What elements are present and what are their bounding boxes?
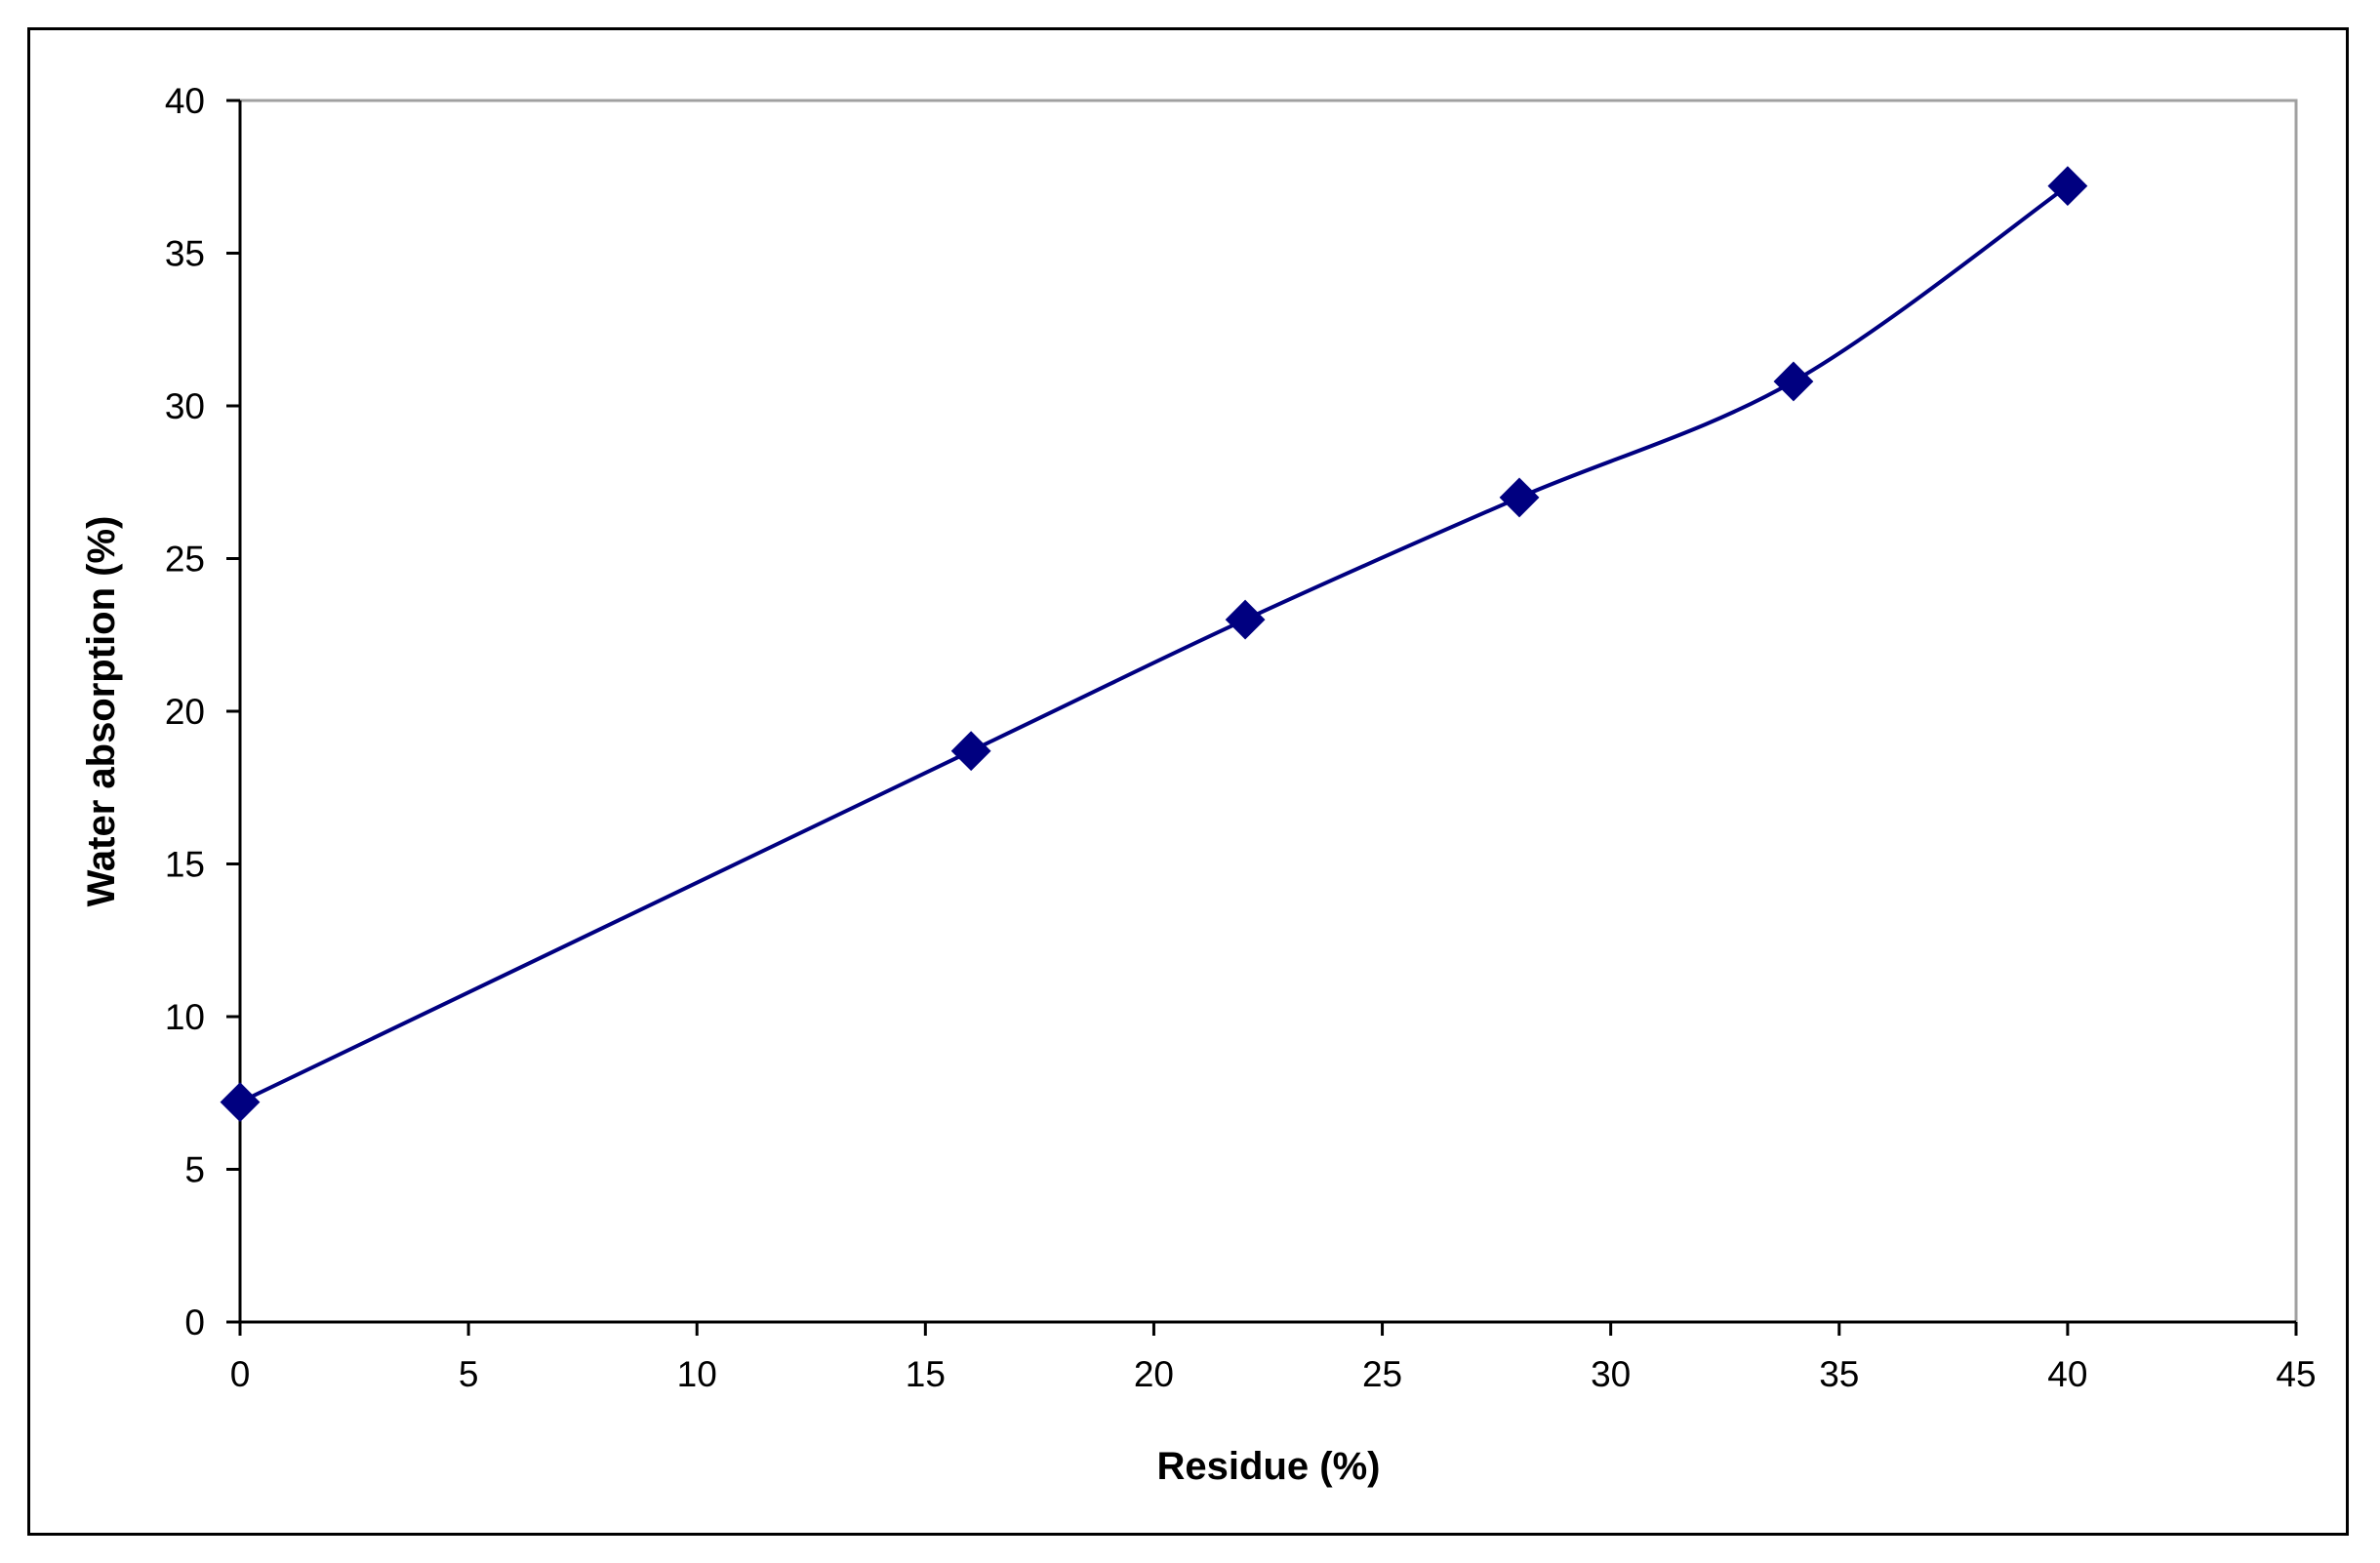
x-tick-label: 0	[230, 1354, 251, 1394]
x-tick-label: 15	[906, 1354, 946, 1394]
plot-area	[238, 99, 2298, 1324]
x-tick-label: 25	[1362, 1354, 1402, 1394]
y-axis-ticks: 0 5 10 15 20 25 30 35 40	[165, 81, 240, 1343]
x-axis-title: Residue (%)	[1157, 1445, 1381, 1488]
data-point-marker	[2047, 166, 2088, 207]
y-tick-label: 30	[165, 386, 205, 426]
y-tick-label: 25	[165, 540, 205, 580]
y-tick-label: 35	[165, 234, 205, 274]
y-tick-label: 5	[184, 1150, 205, 1190]
data-point-marker	[220, 1082, 261, 1123]
x-tick-label: 45	[2276, 1354, 2316, 1394]
x-tick-label: 5	[459, 1354, 479, 1394]
x-tick-label: 20	[1134, 1354, 1174, 1394]
data-point-marker	[1773, 361, 1814, 402]
x-tick-label: 10	[677, 1354, 717, 1394]
x-tick-label: 35	[1819, 1354, 1859, 1394]
data-point-marker	[1225, 599, 1266, 640]
data-point-marker	[950, 731, 991, 772]
y-axis-title: Water absorption (%)	[80, 516, 123, 907]
y-tick-label: 10	[165, 997, 205, 1037]
x-axis-ticks: 0 5 10 15 20 25 30 35 40 45	[230, 1322, 2317, 1394]
x-tick-label: 40	[2047, 1354, 2087, 1394]
y-tick-label: 15	[165, 845, 205, 885]
data-point-marker	[1499, 477, 1540, 518]
y-tick-label: 20	[165, 692, 205, 732]
series-markers	[220, 166, 2088, 1123]
y-tick-label: 0	[184, 1302, 205, 1343]
x-tick-label: 30	[1591, 1354, 1631, 1394]
y-tick-label: 40	[165, 81, 205, 121]
series-line	[239, 184, 2070, 1104]
